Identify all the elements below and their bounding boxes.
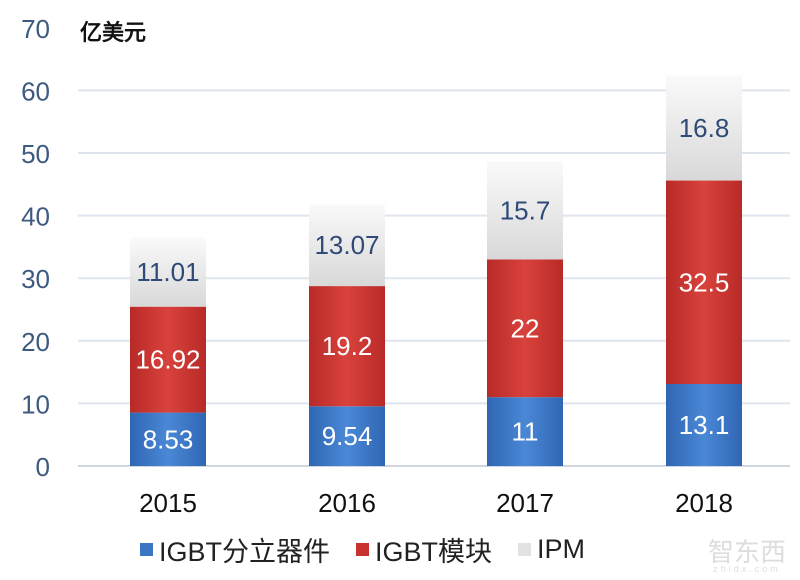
y-tick-label: 20 (21, 327, 50, 357)
legend-item-igbt-module: IGBT模块 (356, 530, 492, 569)
data-label: 22 (511, 313, 540, 343)
legend-swatch (518, 543, 532, 556)
data-label: 13.1 (679, 410, 730, 440)
y-tick-label: 60 (21, 76, 50, 106)
legend-item-igbt-discrete: IGBT分立器件 (140, 530, 330, 569)
data-label: 16.8 (679, 113, 730, 143)
x-tick-label: 2017 (496, 488, 554, 518)
legend: IGBT分立器件 IGBT模块 IPM (140, 530, 585, 569)
data-label: 19.2 (322, 331, 373, 361)
data-label: 16.92 (135, 345, 200, 375)
y-tick-label: 10 (21, 389, 50, 419)
data-label: 13.07 (314, 230, 379, 260)
legend-label: IGBT分立器件 (159, 537, 331, 567)
data-label: 15.7 (500, 195, 551, 225)
legend-item-ipm: IPM (518, 534, 585, 565)
y-tick-label: 40 (21, 202, 50, 232)
data-label: 8.53 (143, 424, 194, 454)
bar-2017-0 (487, 397, 563, 466)
data-label: 11 (512, 417, 539, 447)
data-label: 11.01 (136, 257, 199, 287)
legend-label: IGBT模块 (375, 537, 493, 567)
y-tick-label: 0 (36, 452, 50, 482)
bar-2015-1 (130, 306, 206, 413)
unit-label: 亿美元 (80, 20, 146, 45)
y-tick-label: 50 (21, 139, 50, 169)
bar-2018-0 (666, 383, 742, 466)
bar-2016-1 (309, 286, 385, 407)
bar-2017-2 (487, 161, 563, 260)
bar-2016-2 (309, 204, 385, 287)
x-tick-label: 2015 (139, 488, 197, 518)
x-tick-label: 2018 (675, 488, 733, 518)
data-label: 32.5 (679, 267, 730, 297)
x-tick-label: 2016 (318, 488, 376, 518)
bar-2015-0 (130, 412, 206, 466)
legend-swatch (140, 543, 153, 556)
bar-2016-0 (309, 406, 385, 466)
bar-2018-1 (666, 180, 742, 384)
legend-label: IPM (537, 534, 586, 564)
bar-2017-1 (487, 259, 563, 398)
y-tick-label: 70 (21, 14, 50, 44)
watermark-logo: 智东西 zhidx.com (707, 537, 786, 574)
legend-swatch (356, 543, 370, 556)
data-label: 9.54 (322, 421, 373, 451)
bar-2015-2 (130, 237, 206, 307)
y-tick-label: 30 (21, 264, 50, 294)
bar-2018-2 (666, 75, 742, 181)
